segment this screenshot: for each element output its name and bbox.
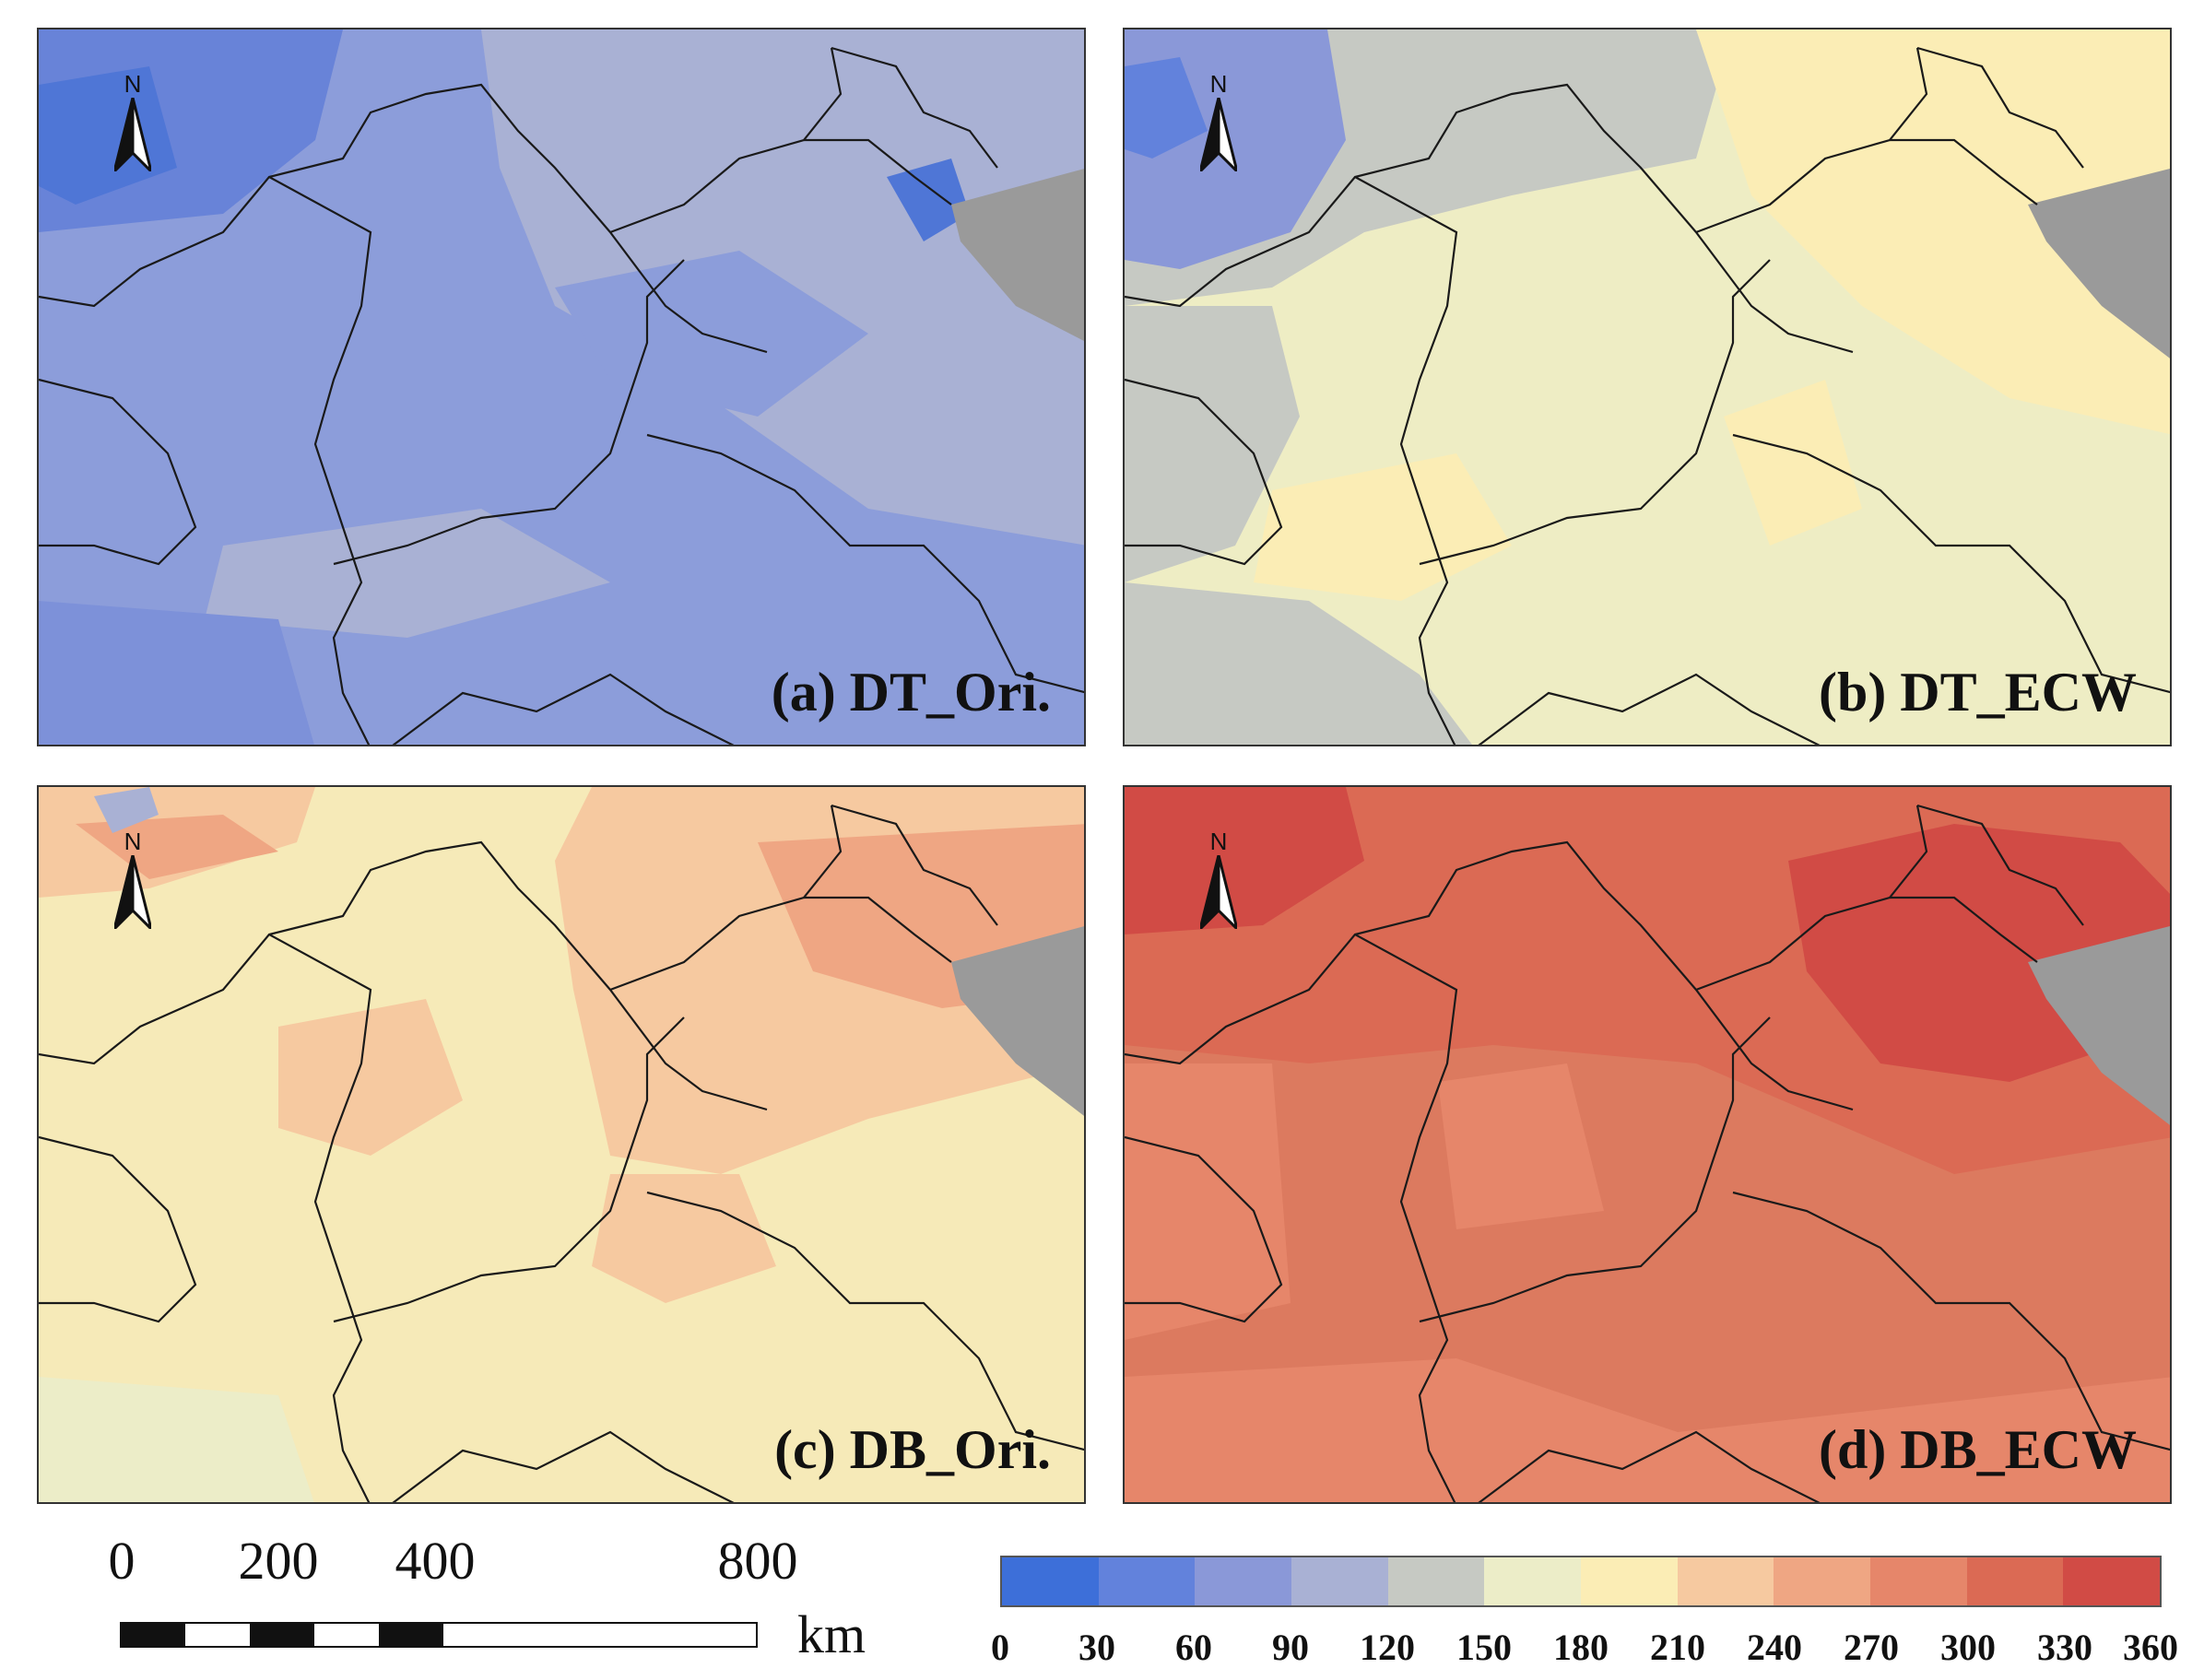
scale-bar: 0 200 400 800 km: [101, 1530, 866, 1668]
map-panel-c: N (c) DB_Ori.: [37, 785, 1086, 1504]
legend-tick-label: 30: [1078, 1627, 1115, 1668]
legend-swatch: [1098, 1557, 1196, 1605]
map-dt-ori: [39, 29, 1084, 745]
legend-tick-label: 270: [1844, 1627, 1899, 1668]
map-db-ecw: [1125, 787, 2170, 1502]
legend-tick-label: 90: [1272, 1627, 1309, 1668]
panel-label: (a) DT_Ori.: [771, 662, 1051, 723]
scale-unit: km: [797, 1604, 866, 1664]
legend-tick-label: 360: [2123, 1627, 2178, 1668]
legend-swatch: [1484, 1557, 1582, 1605]
legend-tick-label: 180: [1553, 1627, 1609, 1668]
legend-swatch: [2063, 1557, 2161, 1605]
panel-label: (c) DB_Ori.: [774, 1419, 1051, 1480]
legend-tick-label: 330: [2037, 1627, 2092, 1668]
north-letter: N: [1209, 828, 1228, 855]
north-arrow-icon: [114, 98, 151, 171]
north-arrow: N: [1191, 828, 1246, 938]
panel-label: (b) DT_ECW: [1818, 662, 2137, 723]
legend-swatch: [1677, 1557, 1774, 1605]
map-panel-d: N (d) DB_ECW: [1123, 785, 2172, 1504]
legend-tick-label: 240: [1747, 1627, 1802, 1668]
north-arrow: N: [105, 70, 160, 181]
scale-label-400: 400: [395, 1531, 476, 1591]
legend-tick-label: 150: [1456, 1627, 1512, 1668]
legend-tick-label: 0: [991, 1627, 1009, 1668]
map-db-ori: [39, 787, 1084, 1502]
north-arrow: N: [105, 828, 160, 938]
legend-tick-label: 300: [1940, 1627, 1996, 1668]
north-arrow-icon: [1200, 855, 1237, 929]
legend-swatch: [1966, 1557, 2064, 1605]
map-panel-b: N (b) DT_ECW: [1123, 28, 2172, 746]
map-dt-ecw: [1125, 29, 2170, 745]
legend-swatch: [1002, 1557, 1099, 1605]
panel-label: (d) DB_ECW: [1818, 1419, 2137, 1480]
legend-swatch: [1581, 1557, 1678, 1605]
north-arrow: N: [1191, 70, 1246, 181]
legend-swatch: [1774, 1557, 1871, 1605]
scale-bar-graphic: [120, 1622, 758, 1648]
north-letter: N: [124, 828, 142, 855]
legend-swatch: [1291, 1557, 1388, 1605]
legend-swatch: [1195, 1557, 1292, 1605]
north-arrow-icon: [114, 855, 151, 929]
legend-tick-label: 210: [1650, 1627, 1705, 1668]
scale-label-0: 0: [108, 1531, 136, 1591]
scale-label-200: 200: [238, 1531, 319, 1591]
legend-tick-label: 120: [1360, 1627, 1415, 1668]
legend-swatch: [1387, 1557, 1485, 1605]
north-letter: N: [1209, 70, 1228, 98]
map-panel-a: N (a) DT_Ori.: [37, 28, 1086, 746]
scale-label-800: 800: [717, 1531, 798, 1591]
legend-swatch: [1870, 1557, 1967, 1605]
legend-tick-label: 60: [1175, 1627, 1212, 1668]
legend-color-bar: [1000, 1556, 2162, 1607]
color-legend: 0 30 60 90 120 150 180 210 240 270 300 330 360: [991, 1556, 2178, 1675]
north-letter: N: [124, 70, 142, 98]
north-arrow-icon: [1200, 98, 1237, 171]
